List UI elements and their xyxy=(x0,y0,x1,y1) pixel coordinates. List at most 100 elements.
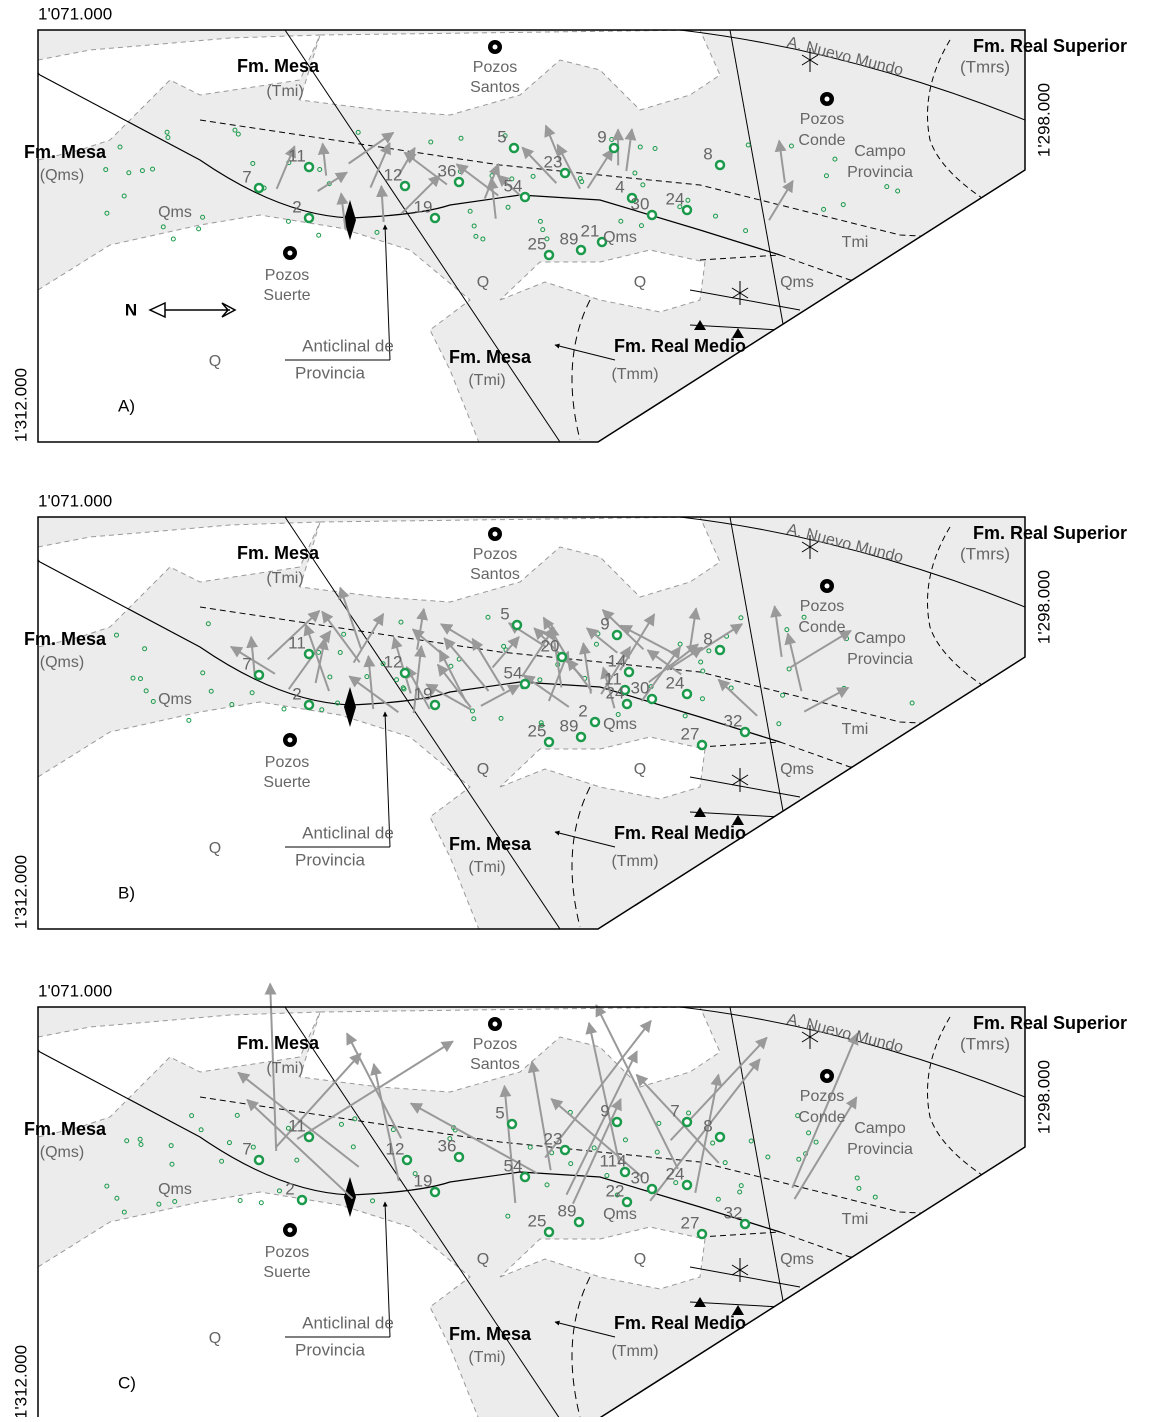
station-number: 19 xyxy=(414,1171,433,1190)
station-number: 9 xyxy=(600,1101,609,1120)
map-label: Qms xyxy=(780,274,814,291)
station-number: 12 xyxy=(384,165,403,184)
map-label: Fm. Real Superior xyxy=(973,1013,1127,1033)
map-label: Q xyxy=(209,840,221,857)
station-number: 11 xyxy=(288,1116,306,1135)
station-number: 2 xyxy=(578,701,587,720)
map-label: Pozos xyxy=(265,267,309,284)
coord-label: 1'298.000 xyxy=(1034,570,1053,644)
station xyxy=(716,1133,724,1141)
map-label: Qms xyxy=(603,1206,637,1223)
station xyxy=(305,701,313,709)
station-number: 89 xyxy=(558,1201,577,1220)
map-label: (Tmrs) xyxy=(960,57,1010,76)
station-number: 30 xyxy=(631,678,650,697)
panel-letter: A) xyxy=(118,396,135,415)
map-label: Anticlinal de xyxy=(302,823,394,842)
map-label: Campo xyxy=(854,1120,906,1137)
map-label: Q xyxy=(634,1251,646,1268)
station-number: 25 xyxy=(528,1211,547,1230)
map-label: Fm. Real Superior xyxy=(973,36,1127,56)
panel-letter: C) xyxy=(118,1373,136,1392)
map-label: Conde xyxy=(798,132,845,149)
station-number: 7 xyxy=(242,654,251,673)
coord-label: 1'298.000 xyxy=(1034,83,1053,157)
station-number: 24 xyxy=(666,1164,685,1183)
station-number: 89 xyxy=(560,229,579,248)
map-label: (Tmi) xyxy=(266,1060,303,1077)
station-number: 5 xyxy=(497,127,506,146)
map-label: (Qms) xyxy=(40,654,84,671)
coord-label: 1'071.000 xyxy=(38,4,112,23)
station-number: 89 xyxy=(560,716,579,735)
well-symbol-inner xyxy=(288,251,293,256)
station-number: 12 xyxy=(386,1139,405,1158)
map-label: Suerte xyxy=(263,287,310,304)
station-number: 11 xyxy=(288,633,306,652)
map-label: Santos xyxy=(470,566,520,583)
coord-label: 1'312.000 xyxy=(11,1345,30,1417)
coord-label: 1'312.000 xyxy=(11,368,30,442)
map-label: Q xyxy=(477,761,489,778)
map-label: Qms xyxy=(158,1181,192,1198)
map-label: Pozos xyxy=(473,546,517,563)
station-number: 25 xyxy=(528,721,547,740)
map-label: Anticlinal de xyxy=(302,336,394,355)
station xyxy=(510,144,518,152)
map-label: (Tmm) xyxy=(611,1343,658,1360)
map-label: Santos xyxy=(470,79,520,96)
map-label: Tmi xyxy=(842,234,869,251)
map-label: Pozos xyxy=(800,598,844,615)
well-symbol-inner xyxy=(288,1228,293,1233)
station-number: 19 xyxy=(414,197,433,216)
station-number: 12 xyxy=(384,652,403,671)
station xyxy=(716,161,724,169)
station-number: 22 xyxy=(606,1181,625,1200)
station-number: 24 xyxy=(666,189,685,208)
station-number: 114 xyxy=(599,1151,626,1170)
station xyxy=(508,1120,516,1128)
station xyxy=(716,646,724,654)
map-label: Provincia xyxy=(295,850,365,869)
station-number: 23 xyxy=(544,1129,563,1148)
station-number: 30 xyxy=(631,194,650,213)
station-number: 2 xyxy=(285,1179,294,1198)
station-number: 4 xyxy=(615,177,624,196)
map-label: Fm. Real Medio xyxy=(614,336,746,356)
map-label: (Tmm) xyxy=(611,853,658,870)
map-label: Qms xyxy=(603,716,637,733)
map-label: Provincia xyxy=(295,363,365,382)
station xyxy=(305,163,313,171)
map-label: Campo xyxy=(854,630,906,647)
figure: 1'071.0001'298.0001'312.000A)NFm. Real S… xyxy=(0,0,1155,1417)
map-label: Qms xyxy=(603,229,637,246)
map-label: Provincia xyxy=(847,164,913,181)
map-label: (Tmi) xyxy=(468,1349,505,1366)
well-symbol-inner xyxy=(825,584,830,589)
station-number: 54 xyxy=(504,663,523,682)
coord-label: 1'071.000 xyxy=(38,491,112,510)
station-number: 32 xyxy=(724,1203,743,1222)
panel-letter: B) xyxy=(118,883,135,902)
map-label: Conde xyxy=(798,619,845,636)
map-label: Fm. Mesa xyxy=(449,347,532,367)
well-symbol-inner xyxy=(493,45,498,50)
station xyxy=(305,214,313,222)
map-label: Pozos xyxy=(265,754,309,771)
station xyxy=(305,650,313,658)
station-number: 24 xyxy=(606,683,625,702)
station-number: 11 xyxy=(288,146,306,165)
station-number: 9 xyxy=(600,614,609,633)
station-number: 24 xyxy=(666,673,685,692)
map-label: (Tmi) xyxy=(266,83,303,100)
station-number: 2 xyxy=(292,197,301,216)
station-number: 27 xyxy=(681,724,700,743)
map-label: Fm. Mesa xyxy=(237,543,320,563)
well-symbol-inner xyxy=(493,532,498,537)
map-label: Provincia xyxy=(295,1340,365,1359)
well-symbol-inner xyxy=(825,1074,830,1079)
coord-label: 1'071.000 xyxy=(38,981,112,1000)
station-number: 8 xyxy=(703,1116,712,1135)
map-label: Fm. Mesa xyxy=(449,834,532,854)
station-number: 5 xyxy=(495,1103,504,1122)
